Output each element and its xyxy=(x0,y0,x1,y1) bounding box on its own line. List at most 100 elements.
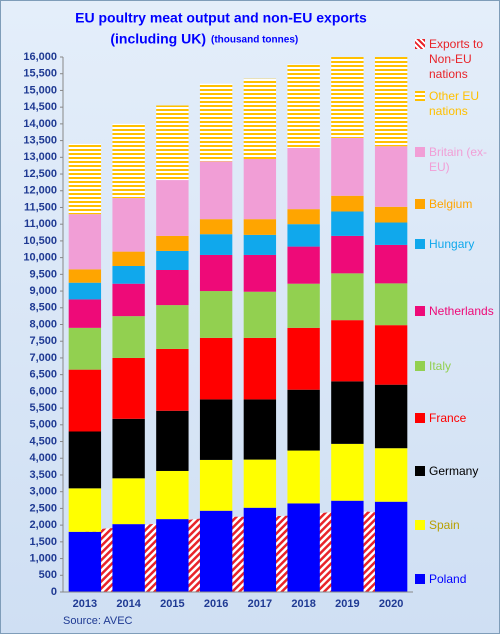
bar-segment xyxy=(156,305,189,349)
bar-segment xyxy=(112,418,145,479)
legend-item: Exports to Non-EU nations xyxy=(415,37,499,82)
legend-swatch xyxy=(415,361,425,371)
bar-segment xyxy=(199,399,233,460)
y-tick-label: 13,000 xyxy=(23,151,57,163)
legend-label: Britain (ex-EU) xyxy=(429,145,488,174)
y-tick-label: 11,000 xyxy=(24,218,57,230)
bar-segment xyxy=(199,254,233,292)
bar-segment xyxy=(68,143,102,215)
bar-segment xyxy=(68,369,102,432)
y-tick-label: 10,500 xyxy=(23,235,57,247)
bar-segment xyxy=(68,531,102,592)
bar-segment xyxy=(68,282,102,300)
bar-segment xyxy=(68,214,102,270)
legend-swatch xyxy=(415,574,425,584)
y-tick-label: 12,500 xyxy=(23,168,57,180)
legend-item: Poland xyxy=(415,572,499,587)
legend-label: Spain xyxy=(429,518,460,532)
chart-subtitle: (including UK) xyxy=(110,31,206,47)
legend-label: Belgium xyxy=(429,197,473,211)
bar-segment xyxy=(243,399,277,460)
y-tick-label: 8,500 xyxy=(29,302,57,314)
bar-segment xyxy=(287,224,320,247)
legend-swatch xyxy=(415,306,425,316)
bar-segment xyxy=(199,510,233,592)
y-tick-label: 3,000 xyxy=(29,486,57,498)
bar-segment xyxy=(112,316,145,358)
bar-segment xyxy=(112,123,145,199)
legend-label: Germany xyxy=(429,464,479,478)
legend-item: Spain xyxy=(415,518,499,533)
bar-segment xyxy=(243,507,277,592)
bar-segment xyxy=(287,283,320,328)
x-tick-label: 2018 xyxy=(291,598,315,610)
y-tick-label: 5,500 xyxy=(29,402,57,414)
legend-item: France xyxy=(415,411,499,426)
source: Source: AVEC xyxy=(63,615,133,627)
bar-segment xyxy=(68,299,102,328)
bar-segment xyxy=(156,470,189,520)
y-tick-label: 2,500 xyxy=(29,502,57,514)
legend-item: Other EU nations xyxy=(415,89,499,119)
y-tick-label: 1,500 xyxy=(29,536,57,548)
legend-label: Italy xyxy=(429,359,452,373)
legend-item: Britain (ex-EU) xyxy=(415,145,499,175)
y-tick-label: 11,500 xyxy=(24,201,57,213)
bar-segment xyxy=(112,251,145,266)
y-tick-label: 5,000 xyxy=(29,419,57,431)
bar-segment xyxy=(156,250,189,270)
bar-segment xyxy=(287,209,320,225)
legend-item: Hungary xyxy=(415,237,499,252)
chart-title: EU poultry meat output and non-EU export… xyxy=(75,10,367,26)
bar-segment xyxy=(331,57,364,138)
bar-segment xyxy=(287,389,320,451)
bar-segment xyxy=(156,269,189,306)
bar-segment xyxy=(199,459,233,511)
y-tick-label: 8,000 xyxy=(29,318,57,330)
legend-label: France xyxy=(429,411,467,425)
bar-segment xyxy=(287,327,320,390)
y-tick-label: 16,000 xyxy=(23,51,57,63)
legend-label: Poland xyxy=(429,572,467,586)
legend-swatch xyxy=(415,520,425,530)
y-tick-label: 4,500 xyxy=(29,435,57,447)
bar-segment xyxy=(287,64,320,148)
bar-segment xyxy=(156,235,189,251)
bar-segment xyxy=(374,244,408,284)
y-tick-label: 3,500 xyxy=(29,469,57,481)
y-tick-label: 14,000 xyxy=(23,118,57,130)
y-tick-label: 500 xyxy=(39,569,57,581)
y-tick-label: 6,000 xyxy=(29,385,57,397)
bar-segment xyxy=(243,459,277,508)
bar-segment xyxy=(287,147,320,210)
bar-segment xyxy=(156,348,189,411)
bar-segment xyxy=(374,222,408,245)
bar-segment xyxy=(374,146,408,207)
y-tick-label: 7,000 xyxy=(29,352,57,364)
bar-segment xyxy=(331,443,364,501)
bar-segment xyxy=(68,431,102,489)
bar-segment xyxy=(112,478,145,525)
y-tick-label: 9,000 xyxy=(29,285,57,297)
legend-swatch xyxy=(415,239,425,249)
y-tick-label: 12,000 xyxy=(23,185,57,197)
bar-segment xyxy=(68,488,102,532)
legend-swatch xyxy=(415,91,425,101)
bar-segment xyxy=(331,273,364,321)
x-tick-label: 2016 xyxy=(204,598,228,610)
bar-segment xyxy=(331,211,364,236)
bar-segment xyxy=(243,337,277,400)
bar-segment xyxy=(331,235,364,274)
legend-label: Exports to Non-EU nations xyxy=(429,37,484,81)
bar-segment xyxy=(156,180,189,236)
bar-segment xyxy=(199,291,233,338)
bar-segment xyxy=(374,325,408,385)
bar-segment xyxy=(156,105,189,181)
bar-segment xyxy=(199,219,233,235)
legend-swatch xyxy=(415,466,425,476)
bar-segment xyxy=(287,246,320,284)
x-tick-label: 2019 xyxy=(335,598,359,610)
legend-item: Italy xyxy=(415,359,499,374)
legend-label: Other EU nations xyxy=(429,89,480,118)
legend-item: Belgium xyxy=(415,197,499,212)
